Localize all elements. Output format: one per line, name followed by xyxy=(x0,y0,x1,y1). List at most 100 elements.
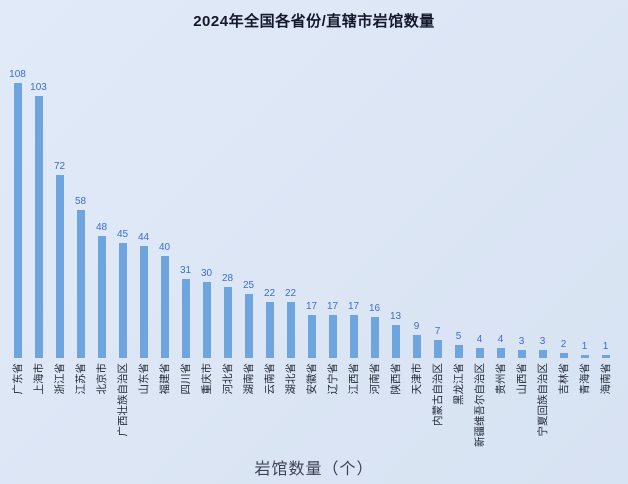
bar-column: 9 xyxy=(406,40,427,358)
bar-value-label: 5 xyxy=(455,331,462,343)
bar-column: 45 xyxy=(112,40,133,358)
bar-value-label: 108 xyxy=(9,69,26,80)
bar-column: 4 xyxy=(490,40,511,358)
bar xyxy=(202,281,211,358)
x-tick-label: 山东省 xyxy=(138,363,150,395)
bar xyxy=(34,95,43,358)
bar-value-label: 45 xyxy=(116,229,129,241)
bar xyxy=(307,314,316,358)
x-tick-label: 北京市 xyxy=(96,363,108,395)
bar-column: 13 xyxy=(385,40,406,358)
x-tick-label: 湖北省 xyxy=(285,363,297,395)
x-tick-label: 贵州省 xyxy=(495,363,507,395)
bar-value-label: 7 xyxy=(434,326,441,338)
bar-value-label: 28 xyxy=(221,272,234,284)
bar-column: 103 xyxy=(28,40,49,358)
x-tick-label: 海南省 xyxy=(600,363,612,395)
x-axis-title: 岩馆数量（个） xyxy=(254,461,374,478)
x-tick-label: 吉林省 xyxy=(558,363,570,395)
bar-column: 4 xyxy=(469,40,490,358)
bar-column: 48 xyxy=(91,40,112,358)
bar xyxy=(286,301,295,358)
bar xyxy=(223,286,232,358)
bar-column: 22 xyxy=(259,40,280,358)
bar-column: 30 xyxy=(196,40,217,358)
x-tick-label: 浙江省 xyxy=(54,363,66,395)
bar xyxy=(433,340,442,358)
bar xyxy=(160,256,169,358)
bar-value-label: 16 xyxy=(368,303,381,315)
bar xyxy=(181,279,190,358)
chart-title: 2024年全国各省份/直辖市岩馆数量 xyxy=(193,13,435,30)
x-tick-label: 河北省 xyxy=(222,363,234,395)
bar xyxy=(412,335,421,358)
bar xyxy=(559,352,568,358)
bar xyxy=(454,345,463,358)
x-tick-label: 重庆市 xyxy=(201,363,213,395)
bar xyxy=(370,317,379,358)
x-tick-label: 内蒙古自治区 xyxy=(432,363,444,426)
bar xyxy=(265,301,274,358)
x-tick-label: 新疆维吾尔自治区 xyxy=(474,363,486,447)
bar-value-label: 72 xyxy=(53,160,66,172)
bar-value-label: 1 xyxy=(581,341,588,353)
x-tick-label: 江苏省 xyxy=(75,363,87,395)
x-tick-label: 湖南省 xyxy=(243,363,255,395)
bar xyxy=(139,245,148,358)
bar-column: 40 xyxy=(154,40,175,358)
bar-value-label: 22 xyxy=(263,287,276,299)
bar-column: 17 xyxy=(343,40,364,358)
bar-column: 3 xyxy=(511,40,532,358)
x-tick-label: 辽宁省 xyxy=(327,363,339,395)
x-tick-label: 山西省 xyxy=(516,363,528,395)
x-tick-label: 陕西省 xyxy=(390,363,402,395)
bar-value-label: 22 xyxy=(284,287,297,299)
bar-value-label: 1 xyxy=(602,341,609,353)
x-tick-label: 云南省 xyxy=(264,363,276,395)
bar xyxy=(13,83,22,358)
bar-value-label: 48 xyxy=(95,221,108,233)
bar xyxy=(391,324,400,358)
bar-value-label: 9 xyxy=(413,321,420,333)
bar xyxy=(517,350,526,358)
bar xyxy=(496,347,505,358)
bar-value-label: 4 xyxy=(476,333,483,345)
x-tick-label: 青海省 xyxy=(579,363,591,395)
bar-value-label: 3 xyxy=(518,336,525,348)
bar-column: 2 xyxy=(553,40,574,358)
bar-column: 58 xyxy=(70,40,91,358)
bar-column: 44 xyxy=(133,40,154,358)
bar-value-label: 3 xyxy=(539,336,546,348)
x-tick-label: 江西省 xyxy=(348,363,360,395)
bar-column: 1 xyxy=(574,40,595,358)
bar xyxy=(97,235,106,358)
x-tick-label: 宁夏回族自治区 xyxy=(537,363,549,437)
bar-column: 25 xyxy=(238,40,259,358)
x-tick-label: 广东省 xyxy=(12,363,24,395)
x-tick-label: 福建省 xyxy=(159,363,171,395)
bar-column: 31 xyxy=(175,40,196,358)
bar-value-label: 17 xyxy=(347,300,360,312)
bar-value-label: 40 xyxy=(158,242,171,254)
bar-column: 16 xyxy=(364,40,385,358)
plot-area: 108 103 72 58 48 45 44 40 31 30 28 25 22 22 17 17 17 16 13… xyxy=(0,40,628,358)
bar-value-label: 58 xyxy=(74,196,87,208)
bar-value-label: 25 xyxy=(242,280,255,292)
bar-column: 5 xyxy=(448,40,469,358)
bar-column: 28 xyxy=(217,40,238,358)
bar-value-label: 2 xyxy=(560,338,567,350)
bar xyxy=(118,243,127,358)
bar xyxy=(328,314,337,358)
bar-column: 7 xyxy=(427,40,448,358)
bar-value-label: 17 xyxy=(326,300,339,312)
bar-column: 22 xyxy=(280,40,301,358)
x-tick-label: 广西壮族自治区 xyxy=(117,363,129,437)
x-tick-label: 上海市 xyxy=(33,363,45,395)
bar xyxy=(244,294,253,358)
bar xyxy=(76,210,85,358)
bar-value-label: 30 xyxy=(200,267,213,279)
bar-value-label: 13 xyxy=(389,310,402,322)
bar-value-label: 4 xyxy=(497,333,504,345)
x-tick-label: 天津市 xyxy=(411,363,423,395)
